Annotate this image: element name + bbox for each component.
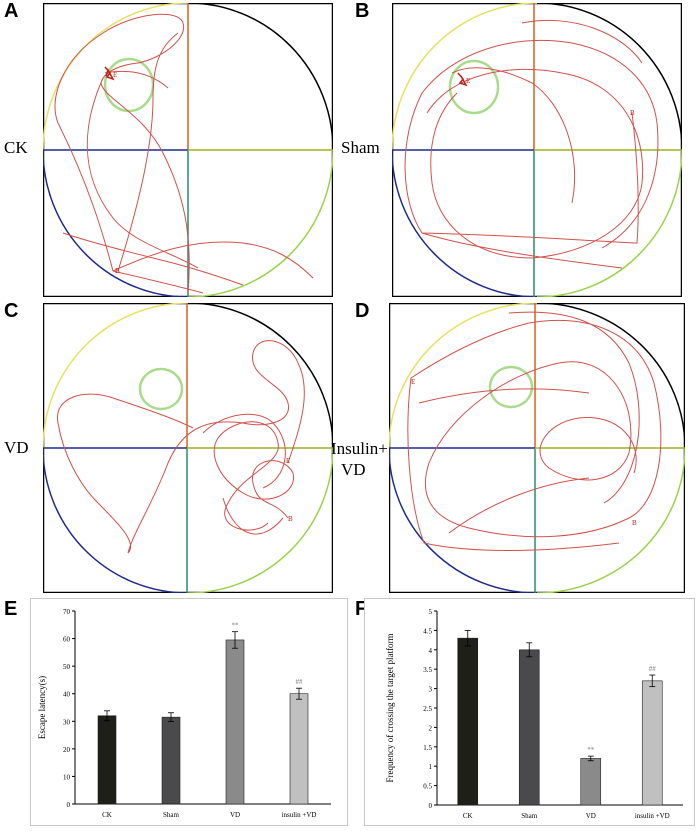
chart-e-x-tick-label: VD [230, 811, 240, 819]
track-start-marker-sham: B [630, 109, 635, 117]
maze-label-insulin-vd: Insulin+ VD [331, 438, 388, 480]
track-end-marker-vd: E [286, 457, 290, 465]
chart-e-y-tick-label: 30 [63, 718, 71, 726]
chart-f-x-tick-label: insulin +VD [635, 812, 670, 820]
track-end-marker-sham: E [466, 77, 470, 85]
chart-e-bar [289, 693, 309, 805]
chart-f-y-tick-label: 4.5 [423, 627, 432, 635]
track-start-marker-vd: B [288, 515, 293, 523]
chart-f-y-axis-label: Frequency of crossing the target platfor… [385, 633, 395, 782]
track-end-marker-insulin-vd: E [411, 378, 415, 386]
chart-f-bar [641, 680, 663, 806]
maze-label-ck: CK [4, 138, 28, 157]
chart-f-y-tick-label: 2 [429, 724, 433, 732]
maze-label-vd: VD [4, 438, 29, 457]
track-start-marker-insulin-vd: B [632, 519, 637, 527]
chart-f-y-tick-label: 1.5 [423, 744, 432, 752]
maze-label-insulin-line2: VD [341, 460, 366, 479]
chart-f-y-tick-label: 0.5 [423, 783, 432, 791]
chart-e-bar [97, 715, 117, 805]
chart-panel-f: 0 0.5 1 1.5 2 2.5 3 3.5 4 4.5 5 Frequency of crossi… [364, 598, 695, 826]
chart-e-y-tick-label: 70 [63, 608, 71, 616]
chart-f-y-tick-label: 5 [429, 608, 433, 616]
maze-label-sham: Sham [341, 138, 380, 157]
chart-f-x-tick-label: CK [463, 812, 473, 820]
chart-f-y-tick-label: 2.5 [423, 705, 432, 713]
chart-e-y-tick-label: 60 [63, 636, 71, 644]
chart-e-y-axis-label: Escape latency(s) [37, 676, 47, 739]
maze-trace-sham: E B [392, 3, 682, 297]
maze-trace-ck: E B [43, 3, 333, 297]
chart-f-y-tick-label: 4 [429, 647, 433, 655]
track-start-marker-ck: B [115, 267, 120, 275]
chart-f-x-tick-label: Sham [521, 812, 538, 820]
maze-trace-insulin-vd: E B [389, 303, 685, 593]
chart-f-bar [457, 637, 479, 806]
chart-f-significance-label: ## [649, 665, 657, 673]
chart-e-bar [225, 639, 245, 805]
chart-f-y-tick-label: 3 [429, 686, 433, 694]
chart-crossing-frequency: 0 0.5 1 1.5 2 2.5 3 3.5 4 4.5 5 Frequency of crossi… [385, 608, 683, 820]
chart-f-bar [518, 649, 540, 806]
chart-e-y-tick-label: 40 [63, 691, 71, 699]
chart-e-significance-label: ## [296, 678, 304, 686]
chart-e-y-tick-label: 0 [67, 801, 71, 809]
maze-label-insulin-line1: Insulin+ [331, 439, 388, 458]
chart-e-y-tick-label: 10 [63, 773, 71, 781]
chart-escape-latency: 0 10 20 30 40 50 60 70 Escape latency(s) CK Sham **… [37, 608, 331, 819]
chart-f-x-tick-label: VD [586, 812, 596, 820]
chart-f-y-tick-label: 3.5 [423, 666, 432, 674]
chart-e-x-tick-label: Sham [163, 811, 180, 819]
chart-e-y-tick-label: 20 [63, 746, 71, 754]
chart-e-x-tick-label: CK [102, 811, 112, 819]
chart-f-y-tick-label: 1 [429, 763, 433, 771]
panel-letter-b: B [355, 0, 370, 22]
panel-letter-a: A [4, 0, 19, 22]
track-end-marker-ck: E [113, 71, 117, 79]
chart-f-bar [580, 758, 602, 806]
chart-e-significance-label: ** [232, 622, 240, 630]
panel-letter-e: E [4, 598, 18, 620]
chart-e-bar [161, 716, 181, 805]
chart-f-significance-label: ** [587, 746, 595, 754]
chart-e-y-tick-label: 50 [63, 663, 71, 671]
panel-letter-d: D [355, 300, 370, 322]
chart-e-x-tick-label: insulin +VD [282, 811, 317, 819]
panel-letter-c: C [4, 300, 19, 322]
chart-f-y-tick-label: 0 [429, 802, 433, 810]
maze-trace-vd: E B [43, 303, 333, 593]
chart-panel-e: 0 10 20 30 40 50 60 70 Escape latency(s) CK Sham **… [30, 598, 348, 826]
